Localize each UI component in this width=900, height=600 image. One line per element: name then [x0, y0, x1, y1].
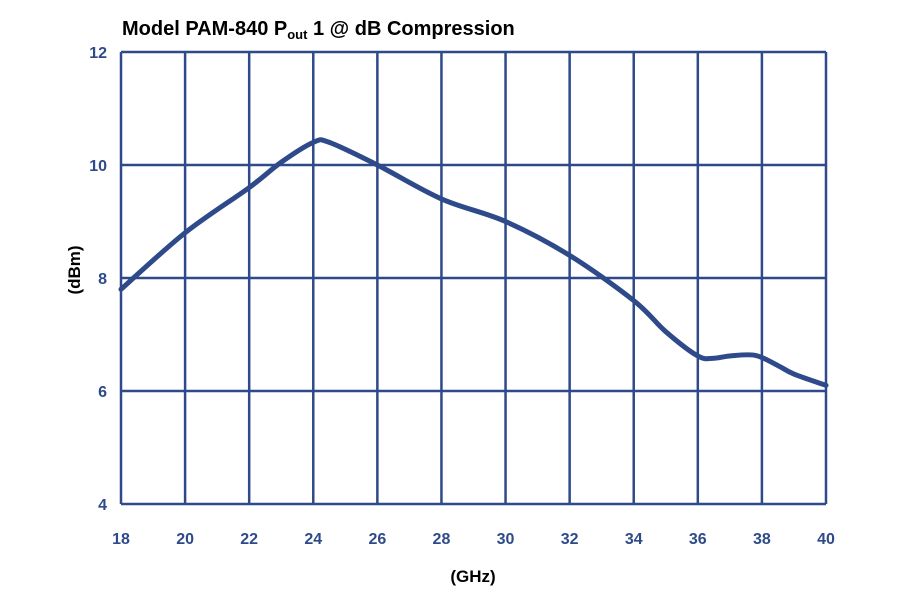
- x-tick-label: 30: [497, 531, 515, 548]
- x-tick-label: 34: [625, 531, 643, 548]
- x-tick-label: 26: [368, 531, 386, 548]
- series-line: [118, 137, 829, 388]
- title-subscript: out: [287, 27, 308, 42]
- x-tick-label: 38: [753, 531, 771, 548]
- title-prefix: Model PAM-840 P: [122, 18, 288, 40]
- chart-title: Model PAM-840 Pout 1 @ dB Compression: [122, 18, 515, 42]
- x-tick-label: 32: [561, 531, 579, 548]
- x-tick-label: 36: [689, 531, 707, 548]
- y-axis-label: (dBm): [65, 245, 84, 294]
- y-tick-label: 12: [89, 45, 107, 62]
- x-tick-label: 20: [176, 531, 194, 548]
- x-tick-label: 40: [817, 531, 835, 548]
- y-tick-label: 8: [98, 271, 107, 288]
- tick-labels: 18 20 22 24 26 28 30 32 34 36 38 40 4 6 8 10 12: [89, 45, 835, 548]
- y-tick-label: 4: [98, 497, 107, 514]
- x-tick-label: 24: [304, 531, 322, 548]
- series-layer: [118, 137, 829, 388]
- title-suffix: 1 @ dB Compression: [307, 18, 515, 40]
- grid-lines: [119, 50, 828, 506]
- y-tick-label: 10: [89, 158, 107, 175]
- x-tick-label: 22: [240, 531, 258, 548]
- y-tick-label: 6: [98, 384, 107, 401]
- x-tick-label: 18: [112, 531, 130, 548]
- x-axis-label: (GHz): [450, 567, 495, 586]
- x-tick-label: 28: [433, 531, 451, 548]
